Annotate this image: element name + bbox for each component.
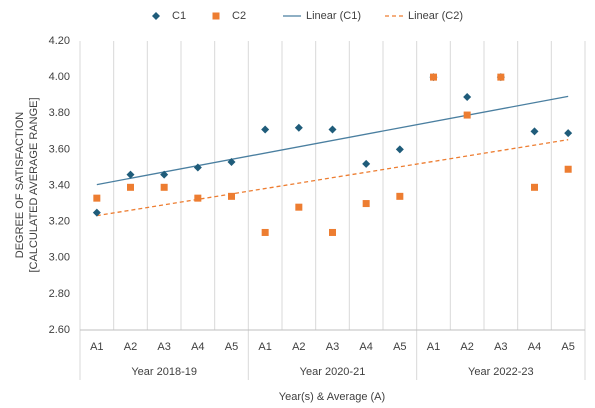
x-tick-label: A1 <box>90 341 103 353</box>
point <box>261 228 269 236</box>
point <box>396 192 404 200</box>
point <box>564 165 572 173</box>
x-tick-label: A1 <box>258 341 271 353</box>
x-tick-label: A2 <box>124 341 137 353</box>
trend-line <box>96 139 569 217</box>
x-tick-label: A1 <box>427 341 440 353</box>
point <box>295 203 303 211</box>
x-tick-label: A3 <box>494 341 507 353</box>
group-label: Year 2018-19 <box>131 366 197 378</box>
point <box>362 200 370 208</box>
x-tick-label: A5 <box>225 341 238 353</box>
point <box>228 192 235 200</box>
x-axis-title: Year(s) & Average (A) <box>279 391 385 403</box>
y-tick-label: 3.20 <box>49 216 70 228</box>
point <box>430 73 437 81</box>
point <box>329 228 336 236</box>
point <box>463 111 471 119</box>
point <box>261 125 270 134</box>
y-tick-label: 3.00 <box>49 252 70 264</box>
point <box>362 159 371 168</box>
point <box>531 183 538 191</box>
point <box>126 170 135 179</box>
point <box>395 145 404 154</box>
point <box>92 208 101 217</box>
point <box>227 158 236 167</box>
point <box>497 73 505 81</box>
point <box>193 163 202 172</box>
x-tick-label: A5 <box>561 341 574 353</box>
group-label: Year 2020-21 <box>300 366 366 378</box>
x-tick-label: A2 <box>292 341 305 353</box>
point <box>127 183 134 191</box>
y-tick-label: 3.40 <box>49 179 70 191</box>
y-tick-label: 3.60 <box>49 143 70 155</box>
y-axis-title: [CALCULATED AVERAGE RANGE] <box>28 97 40 272</box>
x-tick-label: A4 <box>359 341 372 353</box>
legend-label: C1 <box>172 10 186 22</box>
point <box>194 194 202 202</box>
y-tick-label: 4.00 <box>49 71 70 83</box>
x-tick-label: A3 <box>326 341 339 353</box>
point <box>463 92 472 101</box>
y-tick-label: 2.60 <box>49 324 70 336</box>
legend-label: Linear (C2) <box>408 10 463 22</box>
point <box>160 183 168 191</box>
y-tick-label: 3.80 <box>49 107 70 119</box>
legend-label: C2 <box>232 10 246 22</box>
y-tick-label: 2.80 <box>49 288 70 300</box>
legend-label: Linear (C1) <box>306 10 361 22</box>
x-tick-label: A3 <box>157 341 170 353</box>
point <box>294 123 303 132</box>
point <box>530 127 539 136</box>
group-label: Year 2022-23 <box>468 366 534 378</box>
x-tick-label: A4 <box>528 341 541 353</box>
legend-marker <box>212 12 220 20</box>
x-tick-label: A5 <box>393 341 406 353</box>
legend-marker <box>152 12 160 20</box>
x-tick-label: A4 <box>191 341 204 353</box>
x-tick-label: A2 <box>460 341 473 353</box>
y-tick-label: 4.20 <box>49 35 70 47</box>
trend-line <box>96 95 569 186</box>
point <box>328 125 337 134</box>
y-axis-title: DEGREE OF SATISFACTION <box>14 112 26 259</box>
point <box>93 194 101 202</box>
point <box>564 129 573 138</box>
point <box>160 170 169 179</box>
